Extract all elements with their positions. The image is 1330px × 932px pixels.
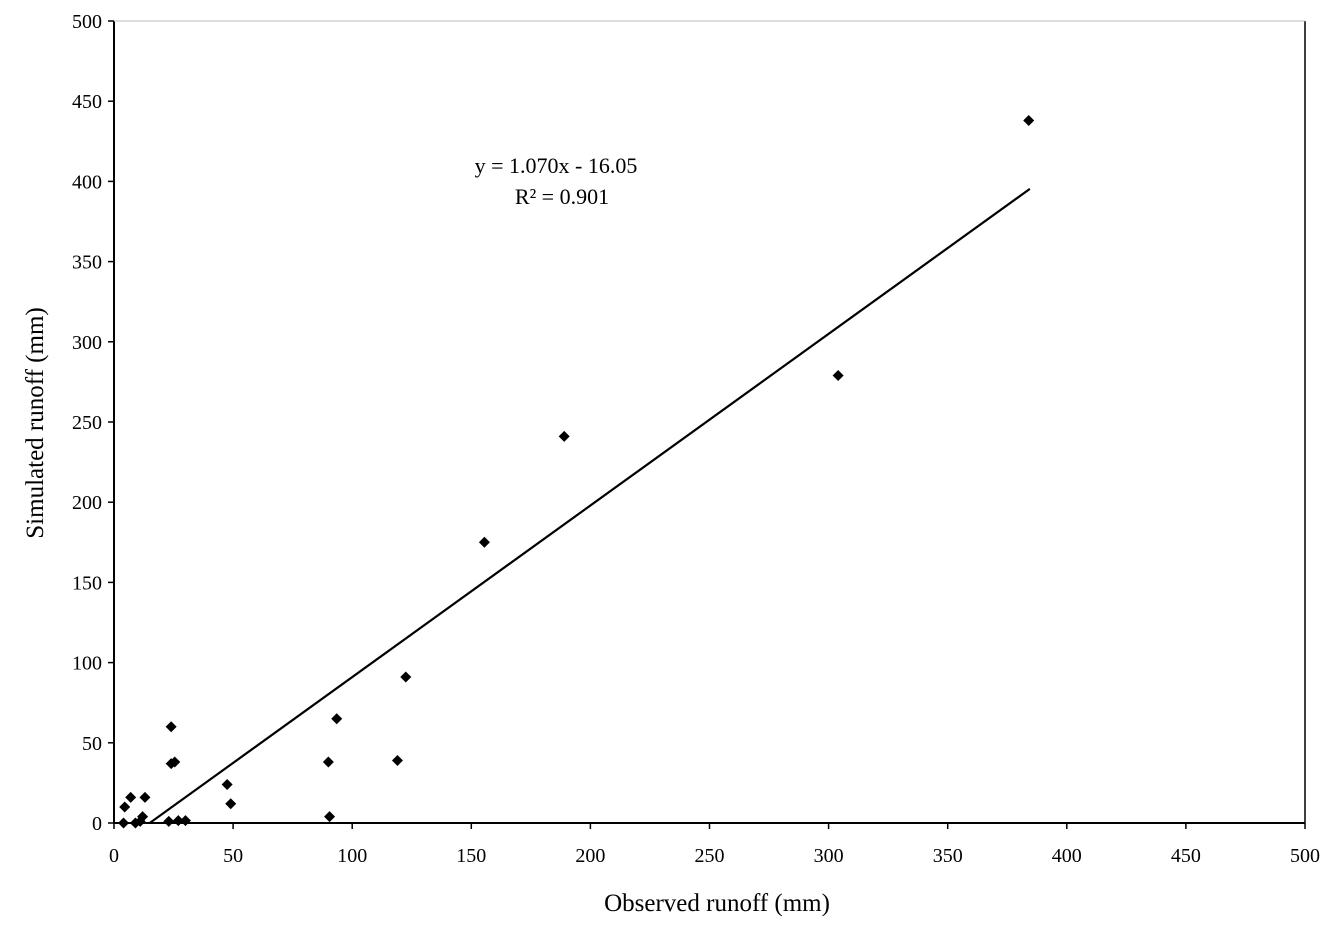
x-tick-label: 150 (456, 845, 486, 867)
y-tick-label: 150 (72, 572, 102, 594)
data-point (1023, 114, 1035, 126)
trendline-equation: y = 1.070x - 16.05 (475, 153, 638, 178)
data-point (137, 811, 149, 823)
x-tick-label: 400 (1052, 845, 1082, 867)
data-point (172, 815, 184, 827)
data-point (221, 779, 233, 791)
x-tick-label: 500 (1290, 845, 1320, 867)
data-point (558, 430, 570, 442)
x-axis-ticks: 0 50 100 150 200 250 300 350 400 450 500 (109, 823, 1320, 867)
data-point (322, 756, 334, 768)
data-point (478, 536, 490, 548)
trendline (149, 187, 1031, 824)
y-tick-label: 50 (82, 733, 102, 755)
y-tick-label: 350 (72, 252, 102, 274)
x-tick-label: 350 (933, 845, 963, 867)
data-point (119, 801, 131, 813)
x-tick-label: 100 (337, 845, 367, 867)
x-axis-title: Observed runoff (mm) (604, 890, 830, 917)
y-tick-label: 400 (72, 171, 102, 193)
data-point (118, 817, 130, 829)
y-tick-label: 0 (92, 813, 102, 835)
y-tick-label: 250 (72, 412, 102, 434)
data-points (118, 114, 1035, 829)
y-tick-label: 300 (72, 332, 102, 354)
y-tick-label: 200 (72, 492, 102, 514)
data-point (225, 798, 237, 810)
data-point (391, 754, 403, 766)
data-point (400, 671, 412, 683)
trendline-group (149, 187, 1031, 824)
data-point (324, 811, 336, 823)
data-point (169, 756, 181, 768)
data-point (163, 815, 175, 827)
y-tick-label: 100 (72, 653, 102, 675)
x-tick-label: 0 (109, 845, 119, 867)
r-squared-label: R² = 0.901 (515, 184, 609, 209)
data-point (179, 815, 191, 827)
y-tick-label: 500 (72, 11, 102, 33)
data-point (331, 713, 343, 725)
data-point (832, 369, 844, 381)
data-point (165, 721, 177, 733)
y-axis-ticks: 0 50 100 150 200 250 300 350 400 450 500 (72, 11, 114, 835)
x-tick-label: 300 (814, 845, 844, 867)
x-tick-label: 450 (1171, 845, 1201, 867)
data-point (139, 791, 151, 803)
x-tick-label: 250 (695, 845, 725, 867)
y-axis-title: Simulated runoff (mm) (22, 307, 49, 538)
x-tick-label: 50 (223, 845, 243, 867)
plot-frame (113, 20, 1306, 824)
data-point (125, 791, 137, 803)
x-tick-label: 200 (575, 845, 605, 867)
y-tick-label: 450 (72, 91, 102, 113)
